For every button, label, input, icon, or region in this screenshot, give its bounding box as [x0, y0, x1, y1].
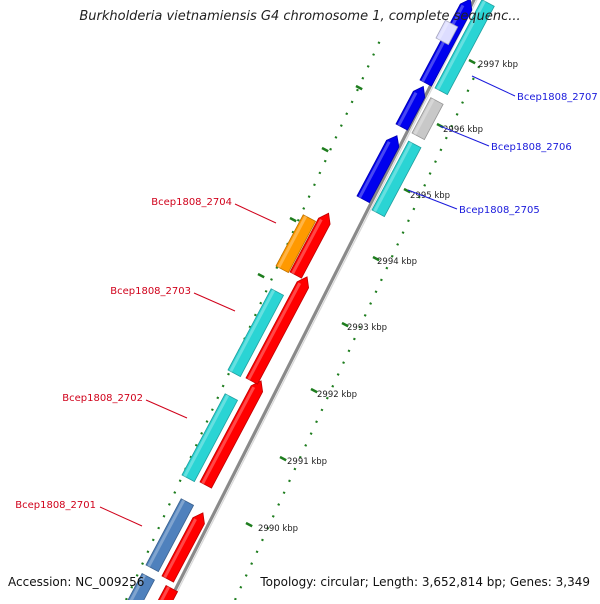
gene-2700-red-block: [155, 584, 179, 604]
gene-2705-blue-arrow-body: [356, 135, 400, 204]
map-summary-text: Topology: circular; Length: 3,652,814 bp…: [260, 575, 590, 589]
gene-2708-pale-block-highlight: [437, 21, 450, 41]
gene-2704-orange-block-highlight: [277, 215, 308, 269]
gene-2702-red-arrow-body: [199, 380, 264, 489]
accession-text: Accession: NC_009256: [8, 575, 145, 589]
gene-2706-gray-block-body: [411, 97, 444, 141]
inner-major-tick: [321, 146, 329, 153]
gene-2706-gray-block-highlight: [413, 98, 435, 136]
gene-2703-cyan-block: [227, 288, 285, 378]
gene-2700-steel-block-body: [127, 572, 155, 604]
gene-2706-gray-block: [411, 97, 444, 141]
bcep1808-2707-label: Bcep1808_2707: [517, 92, 598, 103]
bcep1808-2705-label: Bcep1808_2705: [459, 205, 540, 216]
gene-2702-red-arrow-highlight: [201, 386, 256, 485]
gene-2703-red-arrow-highlight: [247, 282, 302, 381]
scale-label: 2990 kbp: [258, 524, 298, 534]
map-title: Burkholderia vietnamiensis G4 chromosome…: [79, 9, 521, 24]
gene-2700-steel-block-highlight: [129, 574, 147, 603]
inner-major-tick: [289, 216, 297, 223]
gene-2701-red-arrow-highlight: [163, 518, 197, 579]
gene-2707-cyan-block: [434, 0, 495, 96]
gene-2704-orange-block-body: [275, 214, 317, 274]
scale-label: 2991 kbp: [287, 457, 327, 467]
backbone-line: [166, 0, 476, 604]
gene-2706-blue-arrow: [395, 85, 426, 131]
backbone-highlight: [170, 0, 478, 604]
bcep1808-2706-leader-line: [439, 125, 490, 147]
outer-major-tick: [372, 255, 380, 262]
bcep1808-2704-label: Bcep1808_2704: [151, 197, 232, 208]
gene-2702-cyan-block-body: [181, 393, 239, 483]
bcep1808-2704-leader-line: [234, 203, 277, 224]
gene-2702-cyan-block-highlight: [183, 394, 230, 478]
bcep1808-2702-leader-line: [145, 399, 188, 419]
gene-2701-steel-block-body: [145, 498, 195, 573]
bcep1808-2703-label: Bcep1808_2703: [110, 286, 191, 297]
gene-2702-cyan-block: [181, 393, 239, 483]
gene-2707-cyan-block-body: [434, 0, 495, 96]
gene-2707-cyan-block-highlight: [436, 0, 486, 91]
bcep1808-2701-leader-line: [99, 506, 143, 527]
gene-2704-red-arrow: [289, 212, 331, 279]
outer-major-tick: [245, 521, 253, 528]
gene-2701-red-arrow: [161, 512, 205, 583]
inner-major-tick: [355, 84, 363, 91]
gene-2701-steel-block-highlight: [147, 499, 186, 568]
gene-2706-blue-arrow-body: [395, 85, 426, 131]
scale-label: 2993 kbp: [347, 323, 387, 333]
outer-major-tick: [279, 455, 287, 462]
bcep1808-2702-label: Bcep1808_2702: [62, 393, 143, 404]
gene-2702-red-arrow: [199, 380, 264, 489]
gene-2703-cyan-block-highlight: [229, 289, 276, 373]
gene-2705-cyan-block: [371, 140, 422, 218]
scale-label: 2992 kbp: [317, 390, 357, 400]
bcep1808-2701-label: Bcep1808_2701: [15, 500, 96, 511]
scale-label: 2996 kbp: [443, 125, 483, 135]
gene-2707-blue-arrow-highlight: [421, 4, 465, 83]
inner-major-tick: [257, 272, 265, 279]
bcep1808-2705-leader-line: [407, 189, 458, 210]
gene-2705-blue-arrow: [356, 135, 400, 204]
gene-2701-red-arrow-body: [161, 512, 205, 583]
bcep1808-2706-label: Bcep1808_2706: [491, 142, 572, 153]
gene-2706-blue-arrow-highlight: [397, 92, 418, 127]
gene-2704-red-arrow-body: [289, 212, 331, 279]
gene-2705-blue-arrow-highlight: [358, 141, 391, 199]
gene-2705-cyan-block-body: [371, 140, 422, 218]
inner-tick-dots: [124, 35, 384, 601]
bcep1808-2707-leader-line: [471, 75, 516, 97]
scale-label: 2994 kbp: [377, 257, 417, 267]
scale-label: 2997 kbp: [478, 60, 518, 70]
gene-2703-cyan-block-body: [227, 288, 285, 378]
outer-major-tick: [403, 187, 411, 194]
scale-label: 2995 kbp: [410, 191, 450, 201]
gene-2705-cyan-block-highlight: [373, 141, 413, 213]
outer-major-tick: [310, 387, 318, 394]
outer-major-tick: [341, 321, 349, 328]
gene-2704-orange-block: [275, 214, 317, 274]
gene-2701-steel-block: [145, 498, 195, 573]
gene-2704-red-arrow-highlight: [291, 218, 323, 275]
outer-major-tick: [468, 58, 476, 65]
bcep1808-2703-leader-line: [193, 292, 236, 312]
gene-2700-red-block-body: [155, 584, 179, 604]
gene-2700-steel-block: [127, 572, 155, 604]
gene-2708-pale-block: [435, 19, 459, 46]
gene-2708-pale-block-body: [435, 19, 459, 46]
outer-tick-dots: [233, 59, 484, 601]
gene-2703-red-arrow-body: [245, 276, 310, 385]
gene-2703-red-arrow: [245, 276, 310, 385]
